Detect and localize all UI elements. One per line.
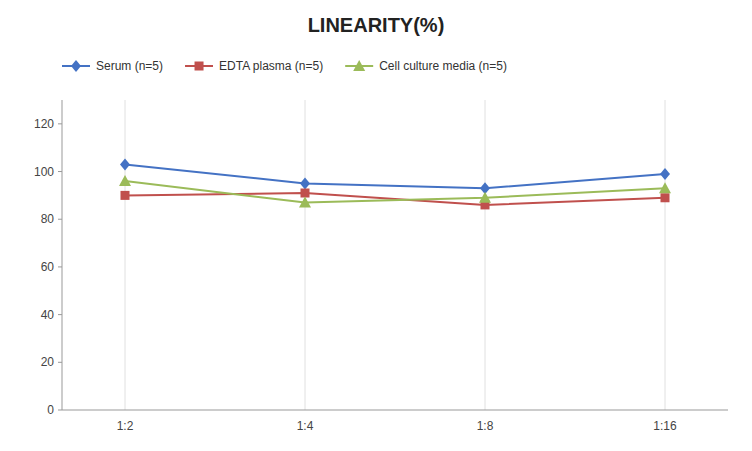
point [479,192,491,203]
x-tick-label: 1:2 [117,419,134,433]
y-tick [58,171,62,172]
grid-line [305,100,306,410]
y-tick-label: 100 [34,165,54,179]
point [300,177,310,189]
y-tick [58,123,62,124]
grid [125,100,665,410]
grid-line [485,100,486,410]
grid-line [125,100,126,410]
axes: 0 20 40 60 80 100 120 1:2 1:4 1:8 1:16 [34,100,728,433]
y-tick [58,314,62,315]
point [661,193,670,202]
legend: Serum (n=5) EDTA plasma (n=5) Cell culture… [62,59,507,73]
y-tick [58,266,62,267]
y-axis-line [62,100,63,410]
point [659,182,671,193]
line [125,164,665,188]
legend-item: Serum (n=5) [62,59,163,73]
x-axis-line [62,410,728,411]
y-tick-label: 60 [41,260,55,274]
legend-item: Cell culture media (n=5) [345,59,507,73]
y-tick-label: 40 [41,308,55,322]
plot-area [119,158,671,209]
legend-item: EDTA plasma (n=5) [185,59,323,73]
x-tick-label: 1:16 [653,419,677,433]
x-tick-label: 1:4 [297,419,314,433]
y-tick-label: 80 [41,212,55,226]
series [120,158,670,194]
legend-marker [353,60,365,71]
point [299,197,311,208]
y-tick [58,219,62,220]
line [125,181,665,202]
legend-marker [195,62,204,71]
line [125,193,665,205]
x-tick-label: 1:8 [477,419,494,433]
point [660,168,670,180]
y-tick-label: 0 [47,403,54,417]
point [301,189,310,198]
point [120,158,130,170]
legend-label: EDTA plasma (n=5) [219,59,323,73]
y-tick [58,410,62,411]
legend-label: Cell culture media (n=5) [379,59,507,73]
y-tick-label: 20 [41,355,55,369]
y-tick-label: 120 [34,117,54,131]
series [119,175,671,207]
grid-line [665,100,666,410]
legend-label: Serum (n=5) [96,59,163,73]
title: LINEARITY(%) [308,14,445,36]
chart: LINEARITY(%) 0 20 40 60 80 100 120 1:2 1:4 1:8 1:16… [0,0,752,451]
y-tick [58,362,62,363]
point [121,191,130,200]
point [119,175,131,186]
legend-marker [71,60,81,72]
